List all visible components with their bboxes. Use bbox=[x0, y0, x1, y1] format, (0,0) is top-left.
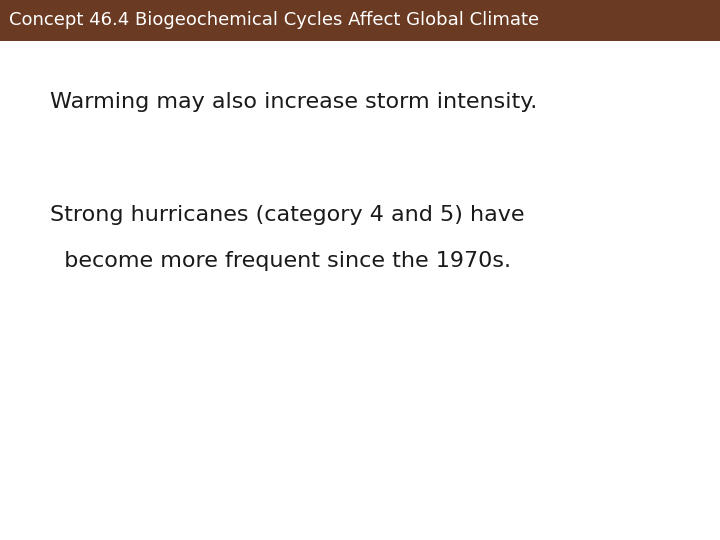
Bar bbox=[0, 0, 720, 40]
Text: Strong hurricanes (category 4 and 5) have: Strong hurricanes (category 4 and 5) hav… bbox=[50, 205, 525, 225]
Text: Warming may also increase storm intensity.: Warming may also increase storm intensit… bbox=[50, 92, 538, 112]
Text: Concept 46.4 Biogeochemical Cycles Affect Global Climate: Concept 46.4 Biogeochemical Cycles Affec… bbox=[9, 11, 539, 29]
Text: become more frequent since the 1970s.: become more frequent since the 1970s. bbox=[50, 251, 511, 271]
